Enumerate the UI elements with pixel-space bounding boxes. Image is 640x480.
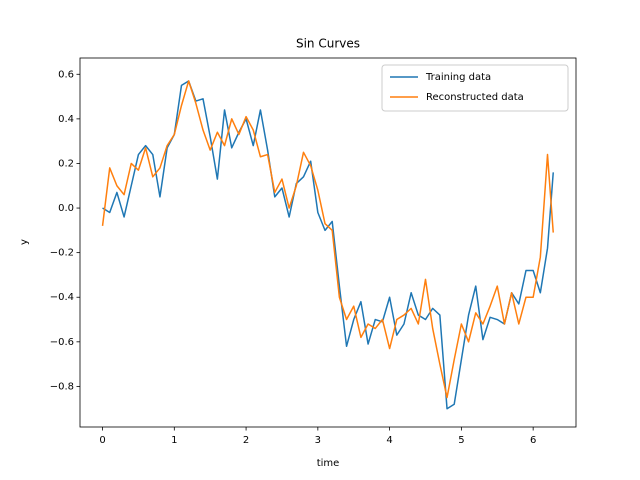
plot-frame [79, 57, 577, 428]
x-tick-label: 6 [530, 435, 536, 446]
y-axis-label: y [19, 239, 30, 245]
x-tick-label: 2 [243, 435, 249, 446]
x-tick-label: 5 [458, 435, 464, 446]
legend-box [381, 64, 569, 112]
y-tick-label: −0.2 [50, 248, 74, 259]
y-tick-label: −0.8 [50, 381, 74, 392]
legend-label: Training data [425, 72, 491, 83]
x-tick-label: 4 [386, 435, 392, 446]
y-tick-label: 0.2 [58, 158, 74, 169]
x-tick-label: 3 [315, 435, 321, 446]
chart-title: Sin Curves [296, 37, 360, 51]
y-tick-label: −0.6 [50, 337, 74, 348]
data-line [101, 80, 554, 399]
y-tick-label: 0.0 [58, 203, 74, 214]
y-tick-label: 0.4 [58, 114, 74, 125]
y-tick-label: 0.6 [58, 69, 74, 80]
data-line [102, 80, 554, 410]
x-tick-label: 0 [99, 435, 105, 446]
x-tick-label: 1 [171, 435, 177, 446]
x-axis-label: time [317, 458, 340, 469]
legend-label: Reconstructed data [426, 92, 524, 103]
y-tick-label: −0.4 [50, 292, 74, 303]
